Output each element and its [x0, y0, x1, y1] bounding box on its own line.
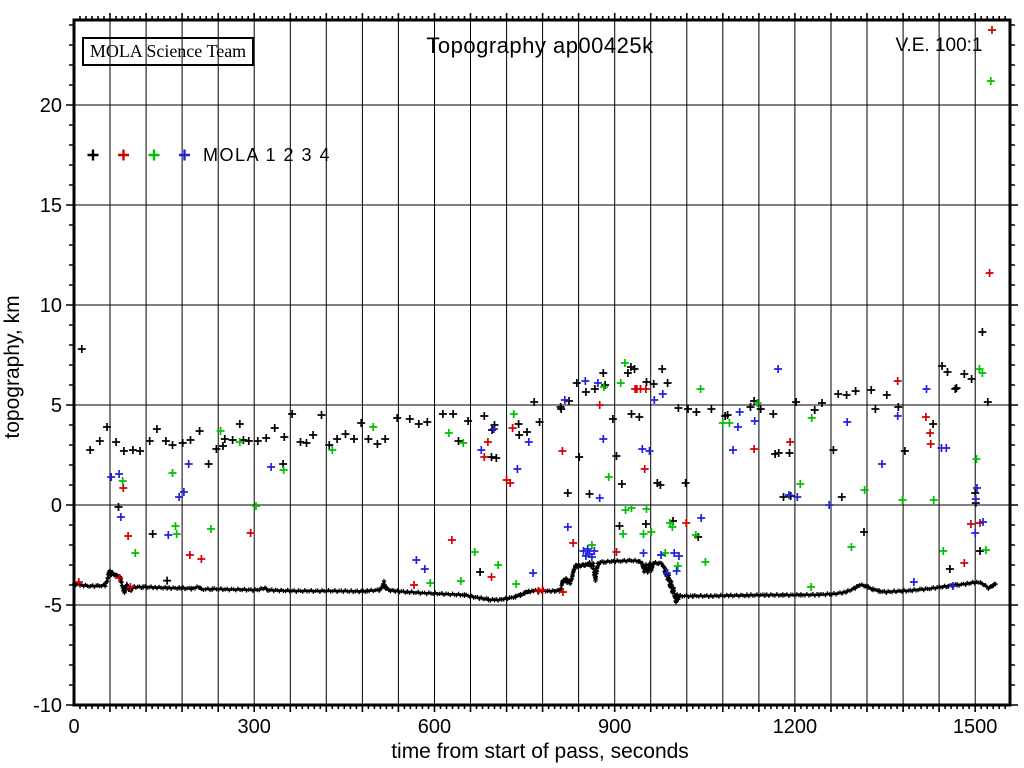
y-tick-label: 0 — [51, 495, 62, 517]
ground-profile-line — [73, 559, 996, 603]
y-tick-label: -10 — [33, 695, 62, 717]
x-tick-label: 1500 — [953, 716, 998, 738]
scatter-series-3 — [118, 77, 995, 591]
legend-label: MOLA 1 2 3 4 — [203, 145, 332, 165]
x-tick-label: 900 — [598, 716, 631, 738]
plot-title: Topography ap00425k — [426, 33, 654, 58]
y-tick-label: 5 — [51, 395, 62, 417]
vertical-exaggeration-label: V.E. 100:1 — [895, 35, 983, 56]
x-tick-label: 1200 — [773, 716, 818, 738]
x-tick-label: 300 — [238, 716, 271, 738]
x-axis-title: time from start of pass, seconds — [391, 740, 689, 763]
ground-profile-texture — [71, 557, 998, 605]
legend-marker-2 — [118, 149, 129, 161]
legend-marker-1 — [87, 149, 99, 161]
y-tick-label: 15 — [40, 195, 62, 217]
y-tick-label: -5 — [44, 595, 62, 617]
plot-frame — [72, 18, 1012, 707]
scatter-series-4 — [107, 365, 987, 590]
axis-ticks — [66, 13, 1018, 712]
x-tick-label: 600 — [418, 716, 451, 738]
x-tick-label: 0 — [68, 716, 79, 738]
legend-marker-3 — [148, 149, 160, 161]
mola-science-team-badge: MOLA Science Team — [82, 37, 254, 66]
scatter-series-1 — [77, 328, 992, 585]
y-tick-label: 10 — [40, 295, 62, 317]
grid-lines — [74, 20, 1010, 705]
legend-marker-4 — [179, 149, 190, 161]
y-tick-label: 20 — [40, 95, 62, 117]
scatter-series-2 — [74, 26, 996, 596]
y-axis-title: topography, km — [1, 295, 24, 439]
